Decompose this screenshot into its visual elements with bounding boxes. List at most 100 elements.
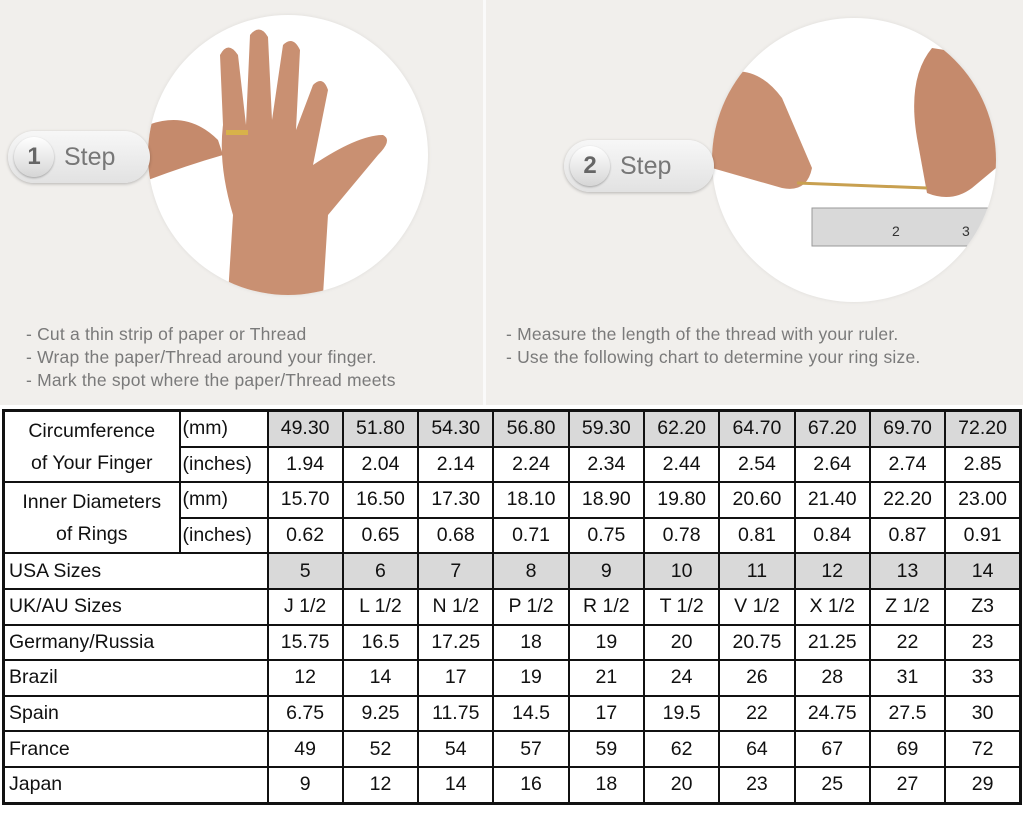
table-cell: 2.74 — [868, 445, 947, 484]
diameter-inches-row: (inches) 0.62 0.65 0.68 0.71 0.75 0.78 0.81 0.84… — [4, 516, 1022, 555]
table-cell: X 1/2 — [793, 587, 871, 626]
instruction-line: - Measure the length of the thread with … — [506, 324, 899, 344]
table-cell: 26 — [718, 659, 796, 697]
step1-instructions: - Cut a thin strip of paper or Thread - … — [26, 323, 396, 392]
table-cell: 5 — [266, 552, 344, 590]
table-cell: 72 — [944, 730, 1022, 768]
table-cell: 20 — [642, 765, 721, 805]
table-cell: 17.30 — [417, 481, 495, 519]
table-cell: L 1/2 — [341, 587, 420, 626]
table-cell: 31 — [868, 659, 947, 697]
circumference-inches-row: (inches) 1.94 2.04 2.14 2.24 2.34 2.44 2.54 2.64… — [4, 445, 1022, 484]
table-cell: 0.75 — [567, 516, 645, 555]
table-cell: 56.80 — [492, 409, 570, 448]
table-cell: 2.44 — [642, 445, 721, 484]
table-cell: 0.68 — [417, 516, 495, 555]
table-cell: 19 — [567, 623, 645, 662]
table-cell: 17.25 — [417, 623, 495, 662]
table-cell: 0.91 — [944, 516, 1022, 555]
unit-label: (mm) — [178, 409, 269, 448]
table-cell: 62.20 — [642, 409, 721, 448]
table-cell: 12 — [793, 552, 871, 590]
table-cell: 14 — [341, 659, 420, 697]
table-cell: 2.24 — [492, 445, 570, 484]
table-cell: 19.80 — [642, 481, 721, 519]
table-cell: 49.30 — [266, 409, 344, 448]
table-cell: 64.70 — [718, 409, 796, 448]
table-row: UK/AU Sizes J 1/2 L 1/2 N 1/2 P 1/2 R 1/2 T 1/… — [2, 587, 1022, 626]
table-cell: 13 — [868, 552, 947, 590]
hand-icon — [148, 29, 387, 295]
table-cell: 27 — [868, 765, 947, 805]
table-row: USA Sizes 5 6 7 8 9 10 11 12 13 14 — [2, 552, 1022, 590]
table-cell: 0.62 — [266, 516, 344, 555]
ring-size-table: Circumference of Your Finger (mm) 49.30 51.8… — [2, 409, 1022, 805]
step2-panel: 2 3 2 Step - Measure the length of the t… — [486, 0, 1023, 405]
row-label: UK/AU Sizes — [2, 587, 269, 626]
instruction-line: - Use the following chart to determine y… — [506, 347, 921, 367]
circumference-label: Circumference of Your Finger — [2, 409, 181, 484]
row-label: Brazil — [2, 659, 269, 697]
hand-measuring-photo — [148, 15, 428, 295]
table-cell: 16 — [492, 765, 570, 805]
table-cell: 19 — [492, 659, 570, 697]
instructions-area: 1 Step - Cut a thin strip of paper or Th… — [0, 0, 1023, 405]
table-cell: N 1/2 — [417, 587, 495, 626]
step2-instructions: - Measure the length of the thread with … — [506, 323, 920, 369]
table-cell: 69.70 — [868, 409, 947, 448]
table-cell: 9 — [567, 552, 645, 590]
table-cell: 59.30 — [567, 409, 645, 448]
table-cell: R 1/2 — [567, 587, 645, 626]
label-line: Inner Diameters — [22, 490, 162, 513]
table-cell: 18 — [492, 623, 570, 662]
table-cell: 23 — [718, 765, 796, 805]
table-cell: Z3 — [944, 587, 1022, 626]
table-cell: 23 — [944, 623, 1022, 662]
table-cell: 18 — [567, 765, 645, 805]
table-cell: 22 — [718, 694, 796, 733]
thread-ruler-photo: 2 3 — [712, 18, 996, 302]
table-cell: Z 1/2 — [868, 587, 947, 626]
ruler-icon: 2 3 — [712, 48, 996, 247]
table-cell: 67 — [793, 730, 871, 768]
table-cell: 6.75 — [266, 694, 344, 733]
table-cell: 15.75 — [266, 623, 344, 662]
step-number: 1 — [14, 137, 54, 177]
table-cell: 19.5 — [642, 694, 721, 733]
row-label: Germany/Russia — [2, 623, 269, 662]
table-cell: 21 — [567, 659, 645, 697]
table-cell: 11 — [718, 552, 796, 590]
table-cell: 0.81 — [718, 516, 796, 555]
table-cell: 12 — [341, 765, 420, 805]
table-cell: 29 — [944, 765, 1022, 805]
table-row: Germany/Russia 15.75 16.5 17.25 18 19 20 20.75 2… — [2, 623, 1022, 662]
table-row: Spain 6.75 9.25 11.75 14.5 17 19.5 22 24.75 27.5 3… — [2, 694, 1022, 733]
table-cell: 10 — [642, 552, 721, 590]
table-cell: 72.20 — [944, 409, 1022, 448]
table-cell: 51.80 — [341, 409, 420, 448]
unit-label: (mm) — [178, 481, 269, 519]
table-cell: 17 — [567, 694, 645, 733]
table-cell: 11.75 — [417, 694, 495, 733]
table-cell: 9.25 — [341, 694, 420, 733]
table-cell: 24 — [642, 659, 721, 697]
table-cell: 69 — [868, 730, 947, 768]
step-label: Step — [620, 151, 672, 180]
table-cell: 16.50 — [341, 481, 420, 519]
table-row: Brazil 12 14 17 19 21 24 26 28 31 33 — [2, 659, 1022, 697]
unit-label: (inches) — [178, 516, 269, 555]
step2-badge: 2 Step — [564, 140, 714, 192]
step-label: Step — [64, 142, 116, 171]
row-label: France — [2, 730, 269, 768]
table-cell: 30 — [944, 694, 1022, 733]
table-cell: 2.85 — [944, 445, 1022, 484]
table-cell: 12 — [266, 659, 344, 697]
table-row: France 49 52 54 57 59 62 64 67 69 72 — [2, 730, 1022, 768]
table-cell: 22.20 — [868, 481, 947, 519]
table-cell: 57 — [492, 730, 570, 768]
svg-text:3: 3 — [962, 223, 970, 239]
table-cell: 49 — [266, 730, 344, 768]
table-cell: 0.87 — [868, 516, 947, 555]
svg-text:2: 2 — [892, 223, 900, 239]
table-cell: 18.10 — [492, 481, 570, 519]
